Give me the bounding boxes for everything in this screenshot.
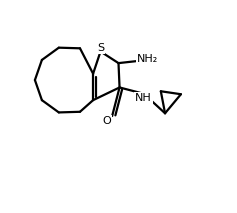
Text: O: O [102,116,111,126]
Text: NH₂: NH₂ [137,54,158,64]
Text: NH: NH [135,93,152,103]
Text: S: S [97,43,104,53]
